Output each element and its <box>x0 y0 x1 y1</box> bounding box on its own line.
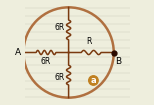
Circle shape <box>89 76 98 85</box>
Text: 6R: 6R <box>41 57 51 66</box>
Text: a: a <box>91 76 96 85</box>
Text: B: B <box>115 57 121 66</box>
Text: 6R: 6R <box>54 73 64 82</box>
Text: A: A <box>15 48 21 57</box>
Text: R: R <box>86 37 92 46</box>
Text: 6R: 6R <box>54 23 64 32</box>
